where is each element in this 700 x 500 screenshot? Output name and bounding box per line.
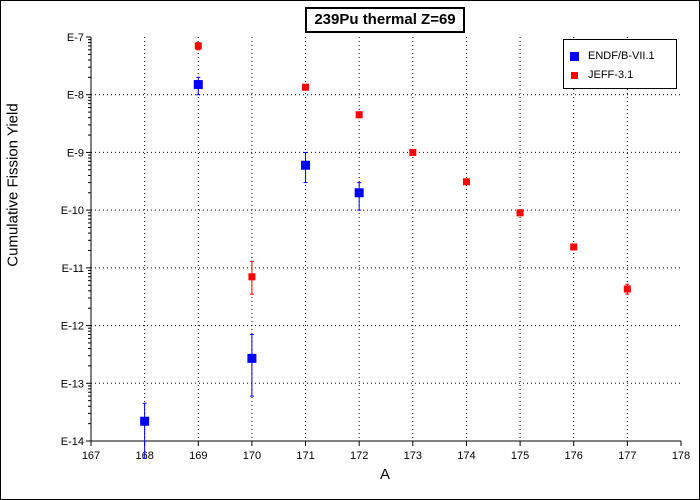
legend-swatch-red [571, 71, 578, 79]
x-tick-label: 177 [618, 450, 636, 462]
legend-label-endf: ENDF/B-VII.1 [588, 50, 655, 63]
x-tick-label: 178 [672, 450, 690, 462]
x-tick-label: 169 [189, 450, 207, 462]
x-tick-label: 176 [565, 450, 583, 462]
y-tick-label: E-8 [67, 90, 84, 102]
data-point [194, 42, 202, 50]
data-point [140, 416, 150, 426]
grid-lines [91, 37, 681, 441]
chart-title: 239Pu thermal Z=69 [305, 7, 465, 33]
data-point [302, 83, 310, 91]
x-tick-label: 171 [296, 450, 314, 462]
y-tick-label: E-11 [62, 263, 84, 275]
x-tick-label: 172 [350, 450, 368, 462]
y-tick-label: E-12 [61, 321, 84, 333]
y-axis-label: Cumulative Fission Yield [4, 103, 22, 267]
data-points [140, 42, 631, 459]
data-point [247, 353, 257, 363]
x-axis-label: A [379, 466, 390, 483]
series-endf [140, 76, 364, 459]
data-point [462, 178, 470, 186]
y-tick-label: E-9 [67, 147, 84, 159]
x-tick-labels: 167 168 169 170 171 172 173 174 175 176 177 178 [82, 450, 690, 462]
data-point [570, 243, 578, 251]
data-point [301, 160, 311, 170]
data-point [354, 188, 364, 198]
y-tick-label: E-14 [61, 436, 84, 448]
y-tick-label: E-10 [61, 205, 84, 217]
legend: ENDF/B-VII.1 JEFF-3.1 [563, 39, 677, 89]
x-tick-label: 175 [511, 450, 529, 462]
x-tick-label: 170 [243, 450, 261, 462]
legend-entry-jeff: JEFF-3.1 [570, 68, 633, 82]
data-point [193, 80, 203, 90]
x-tick-label: 167 [82, 450, 100, 462]
legend-swatch-blue [570, 51, 579, 61]
data-point [623, 285, 631, 293]
plot-axes [90, 37, 681, 442]
y-tick-label: E-13 [61, 378, 84, 390]
legend-label-jeff: JEFF-3.1 [588, 69, 634, 82]
data-point [409, 148, 417, 156]
data-point [248, 273, 256, 281]
y-tick-label: E-7 [67, 32, 84, 44]
x-tick-label: 174 [457, 450, 475, 462]
data-point [355, 111, 363, 119]
series-jeff [194, 42, 631, 295]
legend-entry-endf: ENDF/B-VII.1 [570, 49, 655, 63]
x-tick-label: 173 [404, 450, 422, 462]
tick-marks [86, 36, 682, 446]
y-tick-labels: E-7 E-8 E-9 E-10 E-11 E-12 E-13 E-14 [61, 32, 84, 448]
data-point [516, 209, 524, 217]
